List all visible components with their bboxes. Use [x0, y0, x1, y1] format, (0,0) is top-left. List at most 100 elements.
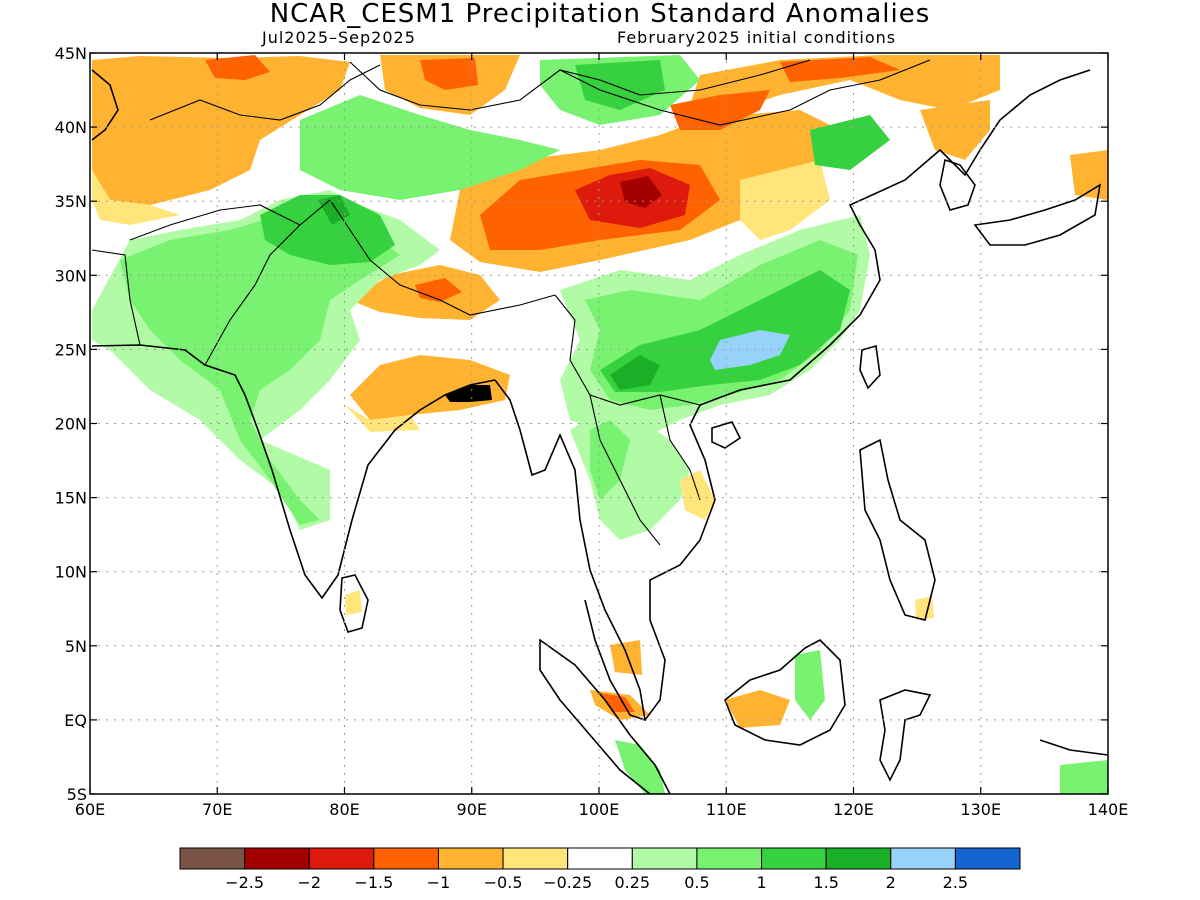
lat-tick-label: 25N [55, 340, 87, 359]
anomaly-wet-guangxi [600, 270, 850, 392]
anomaly-mild-dry-belt [740, 160, 830, 240]
anomaly-wet-mongolia-east [810, 115, 890, 170]
border-iran [91, 249, 141, 346]
lon-tick-label: 70E [202, 800, 232, 819]
coastline-myanmar-thailand [494, 379, 647, 722]
lon-tick-label: 120E [833, 800, 874, 819]
legend-swatch [179, 847, 246, 870]
border-india-pakistan [204, 199, 331, 366]
coastline-new-guinea [1039, 739, 1108, 756]
country-borders [91, 59, 931, 546]
anomaly-dry-mindanao [915, 596, 934, 620]
legend-label: −0.25 [543, 873, 592, 892]
anomaly-dry-borneo [725, 690, 790, 728]
lat-tick-label: 10N [55, 563, 87, 582]
lat-tick-label: 40N [55, 118, 87, 137]
anomaly-field [92, 55, 1108, 794]
lat-tick-label: 45N [55, 44, 87, 63]
legend-swatch [244, 847, 310, 870]
coastline-sulawesi [879, 689, 932, 782]
lon-tick-label: 80E [329, 800, 359, 819]
legend-label: 1 [756, 873, 766, 892]
legend-label: −2.5 [225, 873, 264, 892]
anomaly-wet-sumatra-south [615, 740, 665, 794]
anomaly-dry-northwest [92, 56, 350, 205]
lat-tick-label: 15N [55, 489, 87, 508]
lat-tick-label: 5S [67, 785, 87, 804]
lon-tick-label: 140E [1088, 800, 1129, 819]
anomaly-dry-nepal-core [415, 278, 462, 302]
coastline-indochina [644, 404, 716, 721]
legend-swatch [825, 847, 892, 870]
initial-conditions: February2025 initial conditions [617, 28, 897, 47]
legend-label: 0.5 [684, 873, 709, 892]
anomaly-wet-borneo [795, 650, 825, 720]
legend-swatch [631, 847, 698, 870]
coastline-japan [973, 183, 1102, 246]
coastline-china [699, 69, 1091, 406]
anomaly-dry-malaysia [610, 640, 642, 675]
legend-label: −1.5 [354, 873, 393, 892]
legend-swatch [696, 847, 763, 870]
anomaly-dry-manchuria [920, 100, 990, 160]
gridlines [90, 53, 1108, 794]
map-title: NCAR_CESM1 Precipitation Standard Anomal… [269, 0, 931, 29]
legend-swatch [567, 847, 633, 870]
legend-swatch [437, 847, 504, 870]
lat-tick-label: EQ [64, 711, 87, 730]
border-afghanistan [129, 204, 301, 241]
border-indochina-west [589, 394, 661, 546]
coastline-caspian [91, 69, 119, 141]
anomaly-wet-central-asia [300, 95, 560, 200]
axes: 60E 70E 80E 90E 100E 110E 120E 130E 140E 45N 40N 35… [55, 44, 1129, 819]
legend-label: −2 [297, 873, 321, 892]
lon-tick-label: 130E [960, 800, 1001, 819]
border-himalaya [329, 199, 556, 316]
anomaly-mild-dry-northwest [92, 170, 180, 225]
forecast-period: Jul2025–Sep2025 [262, 28, 416, 47]
legend-label: −0.5 [484, 873, 523, 892]
anomaly-dry-mongolia-core [780, 57, 900, 82]
lat-tick-label: 35N [55, 192, 87, 211]
border-central-asia [149, 64, 381, 121]
legend-label: 2.5 [943, 873, 968, 892]
anomaly-dry-tianshan-core [420, 58, 478, 90]
legend-swatch [502, 847, 569, 870]
coastline-philippines [859, 438, 936, 621]
anomaly-dry-korea [1070, 150, 1108, 200]
legend-swatch [761, 847, 827, 870]
anomaly-wet-india [120, 205, 400, 525]
ganges-delta [445, 385, 492, 402]
color-legend: −2.5 −2 −1.5 −1 −0.5 −0.25 0.25 0.5 1 1.5 2 2.5 [179, 847, 1021, 892]
coastline-taiwan [859, 344, 881, 390]
anomaly-wet-new-guinea [1060, 760, 1108, 794]
legend-swatch [373, 847, 439, 870]
border-mongolia-china [559, 59, 931, 126]
coastlines [91, 69, 1108, 794]
anomaly-wet-yunnan-core [610, 355, 660, 390]
legend-label: 1.5 [813, 873, 838, 892]
anomaly-wet-mongolia-west-core [575, 60, 665, 110]
anomaly-dry-ordos [670, 90, 770, 130]
anomaly-dry-aral [205, 55, 270, 80]
coastline-sumatra [539, 638, 671, 794]
legend-label: 2 [886, 873, 896, 892]
anomaly-mild-wet-vietnam [680, 470, 715, 520]
anomaly-dry-bengal [350, 355, 510, 420]
coastline-hainan [711, 421, 742, 449]
lon-tick-label: 90E [457, 800, 487, 819]
anomaly-wet-indochina [570, 410, 690, 540]
legend-label: −1 [427, 873, 451, 892]
lat-tick-label: 30N [55, 266, 87, 285]
legend-swatch [954, 847, 1021, 870]
coastline-sri-lanka [339, 574, 369, 633]
legend-swatch [308, 847, 375, 870]
anomaly-dry-mongolia-north [690, 55, 1000, 115]
coastline-borneo [724, 639, 846, 746]
lon-tick-label: 100E [579, 800, 620, 819]
legend-swatch [890, 847, 956, 870]
border-indochina-east [659, 394, 701, 501]
lat-tick-label: 20N [55, 415, 87, 434]
anomaly-extreme-dry-qinghai [620, 176, 662, 208]
